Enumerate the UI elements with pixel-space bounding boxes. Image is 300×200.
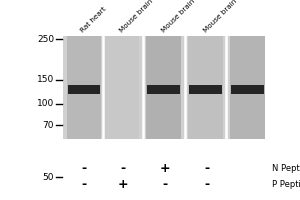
Text: Mouse brain: Mouse brain xyxy=(119,0,154,34)
Text: 100: 100 xyxy=(37,99,54,108)
FancyBboxPatch shape xyxy=(63,36,261,139)
Text: +: + xyxy=(160,162,170,175)
FancyBboxPatch shape xyxy=(68,85,100,94)
Text: -: - xyxy=(81,178,87,191)
Text: 150: 150 xyxy=(37,75,54,84)
Text: N Peptide: N Peptide xyxy=(272,164,300,173)
FancyBboxPatch shape xyxy=(67,36,101,139)
FancyBboxPatch shape xyxy=(146,36,181,139)
FancyBboxPatch shape xyxy=(230,36,265,139)
Text: -: - xyxy=(120,162,126,175)
FancyBboxPatch shape xyxy=(104,36,139,139)
Text: Mouse brain: Mouse brain xyxy=(203,0,238,34)
Text: -: - xyxy=(204,178,210,191)
Text: +: + xyxy=(118,178,128,191)
FancyBboxPatch shape xyxy=(188,36,223,139)
Text: -: - xyxy=(204,162,210,175)
Text: 250: 250 xyxy=(37,35,54,44)
Text: Mouse brain: Mouse brain xyxy=(161,0,196,34)
Text: P Peptide: P Peptide xyxy=(272,180,300,189)
FancyBboxPatch shape xyxy=(147,85,180,94)
FancyBboxPatch shape xyxy=(231,85,264,94)
Text: Rat heart: Rat heart xyxy=(80,6,108,34)
FancyBboxPatch shape xyxy=(189,85,222,94)
Text: -: - xyxy=(81,162,87,175)
Text: 70: 70 xyxy=(43,120,54,130)
Text: 50: 50 xyxy=(43,173,54,182)
Text: -: - xyxy=(162,178,168,191)
